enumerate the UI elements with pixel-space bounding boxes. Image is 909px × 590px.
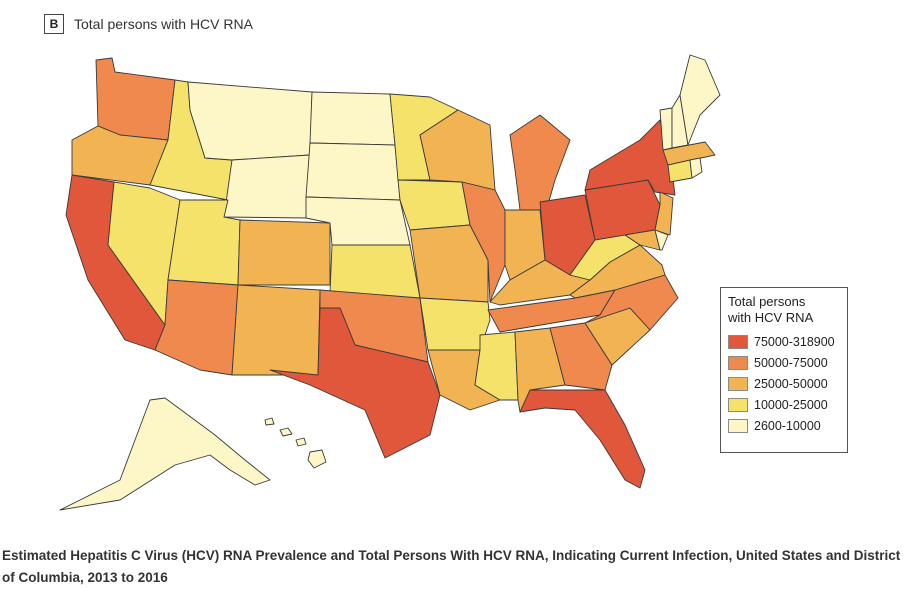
legend-label-3: 10000-25000 bbox=[754, 397, 828, 412]
state-alaska bbox=[59, 397, 271, 511]
legend-item-2: 25000-50000 bbox=[728, 373, 840, 394]
legend-swatch-0 bbox=[728, 334, 748, 349]
state-texas bbox=[269, 307, 441, 459]
panel-title: Total persons with HCV RNA bbox=[74, 16, 253, 32]
legend: Total persons with HCV RNA 75000-318900 … bbox=[720, 287, 848, 453]
state-montana bbox=[187, 81, 313, 161]
legend-label-2: 25000-50000 bbox=[754, 376, 828, 391]
state-hawaii bbox=[264, 417, 327, 469]
state-wyoming bbox=[223, 154, 311, 219]
legend-title-line1: Total persons bbox=[728, 294, 806, 309]
legend-title: Total persons with HCV RNA bbox=[728, 294, 840, 326]
state-washington bbox=[95, 57, 176, 141]
state-new-mexico bbox=[231, 284, 321, 376]
panel-header: B Total persons with HCV RNA bbox=[44, 12, 253, 36]
state-new-york bbox=[584, 119, 676, 196]
state-rhode-island bbox=[689, 157, 703, 179]
state-iowa bbox=[397, 179, 471, 231]
state-maine bbox=[679, 54, 721, 146]
state-kansas bbox=[329, 244, 421, 299]
state-illinois bbox=[461, 181, 506, 303]
state-michigan bbox=[509, 114, 571, 216]
legend-swatch-1 bbox=[728, 355, 748, 370]
state-massachusetts bbox=[662, 141, 716, 166]
legend-item-0: 75000-318900 bbox=[728, 331, 840, 352]
legend-item-3: 10000-25000 bbox=[728, 394, 840, 415]
legend-label-0: 75000-318900 bbox=[754, 334, 835, 349]
state-north-dakota bbox=[309, 91, 396, 146]
state-colorado bbox=[237, 219, 331, 286]
state-delaware bbox=[654, 229, 669, 251]
state-florida bbox=[519, 389, 646, 489]
legend-label-1: 50000-75000 bbox=[754, 355, 828, 370]
us-choropleth-map bbox=[59, 54, 721, 511]
state-georgia bbox=[549, 322, 613, 391]
legend-title-line2: with HCV RNA bbox=[728, 310, 814, 325]
legend-swatch-3 bbox=[728, 397, 748, 412]
figure-caption: Estimated Hepatitis C Virus (HCV) RNA Pr… bbox=[2, 548, 901, 585]
legend-item-4: 2600-10000 bbox=[728, 415, 840, 436]
panel-letter: B bbox=[44, 14, 64, 34]
state-missouri bbox=[409, 224, 489, 303]
state-arkansas bbox=[419, 297, 491, 351]
legend-item-1: 50000-75000 bbox=[728, 352, 840, 373]
state-arizona bbox=[154, 279, 239, 376]
legend-swatch-4 bbox=[728, 418, 748, 433]
state-south-dakota bbox=[305, 142, 401, 201]
legend-swatch-2 bbox=[728, 376, 748, 391]
legend-label-4: 2600-10000 bbox=[754, 418, 821, 433]
